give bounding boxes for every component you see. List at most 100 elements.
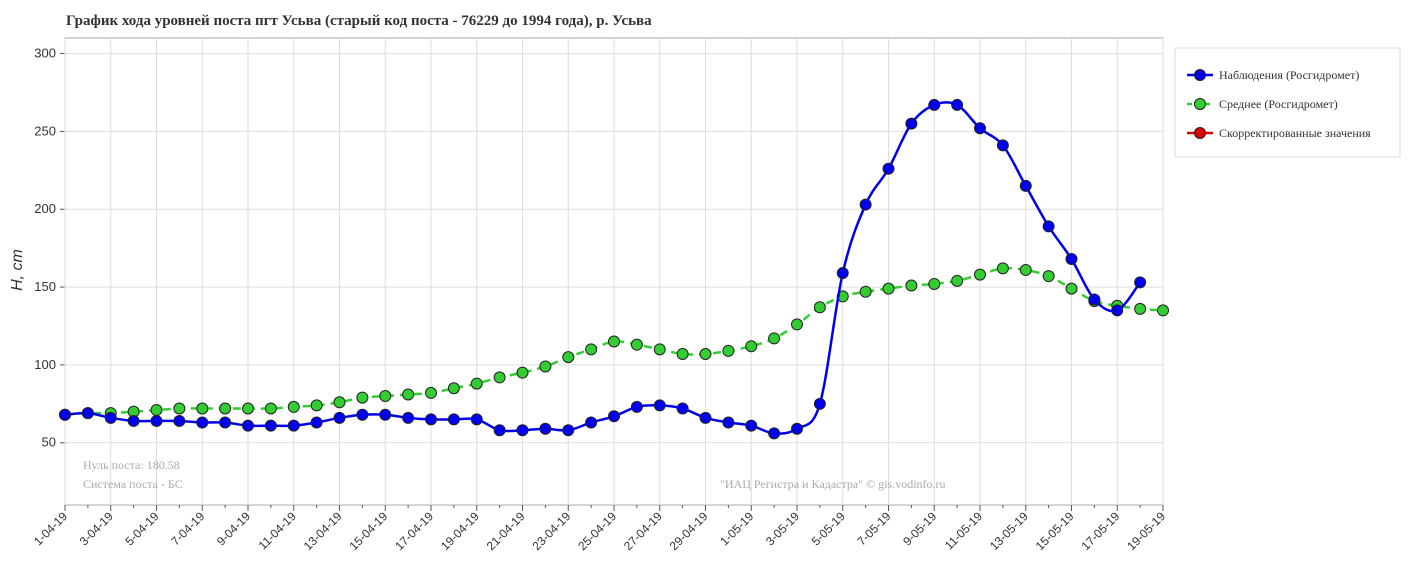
point — [608, 335, 620, 348]
y-tick-label: 250 — [34, 123, 56, 138]
legend-marker — [1194, 98, 1206, 110]
y-tick-label: 200 — [34, 201, 56, 216]
x-tick-label: 17-04-19 — [392, 509, 436, 553]
point — [630, 400, 643, 413]
point — [59, 408, 71, 421]
point — [882, 162, 895, 175]
point — [470, 377, 483, 390]
point — [1042, 270, 1055, 283]
point — [1065, 253, 1078, 266]
point — [1065, 282, 1078, 295]
x-tick-label: 11-04-19 — [256, 509, 299, 552]
legend — [1174, 47, 1401, 158]
x-tick-label: 1-04-19 — [31, 509, 70, 548]
point — [447, 382, 460, 395]
point — [676, 402, 689, 415]
point — [1111, 304, 1124, 317]
point — [104, 411, 117, 424]
series-line — [64, 101, 1142, 435]
point — [402, 411, 415, 424]
x-tick-label: 25-04-19 — [575, 509, 619, 553]
x-tick-label: 9-05-19 — [900, 509, 939, 548]
point — [425, 413, 437, 426]
point — [676, 348, 689, 361]
legend-label: Среднее (Росгидромет) — [1219, 97, 1338, 111]
point — [768, 427, 781, 440]
point — [1042, 220, 1055, 233]
point — [287, 400, 300, 413]
annotation: Нуль поста: 180.58 — [83, 458, 180, 472]
point — [836, 267, 849, 280]
point — [196, 416, 209, 429]
point — [882, 282, 895, 295]
point — [356, 408, 369, 421]
point — [470, 413, 483, 426]
point — [951, 274, 964, 287]
x-tick-label: 15-05-19 — [1033, 509, 1077, 553]
point — [745, 419, 758, 432]
point — [951, 98, 964, 111]
point — [1088, 293, 1101, 306]
x-tick-label: 27-04-19 — [621, 509, 665, 553]
x-tick-label: 13-05-19 — [987, 509, 1031, 553]
point — [859, 285, 872, 298]
y-axis-label: H, cm — [9, 249, 26, 291]
x-tick-label: 5-05-19 — [809, 509, 848, 548]
point — [516, 366, 529, 379]
point — [493, 424, 506, 437]
x-tick-label: 15-04-19 — [346, 509, 390, 553]
x-tick-label: 7-04-19 — [168, 509, 207, 548]
x-tick-label: 3-04-19 — [77, 509, 116, 548]
point — [928, 277, 941, 290]
point — [333, 411, 346, 424]
x-tick-label: 23-04-19 — [529, 509, 573, 553]
point — [539, 360, 552, 373]
point — [630, 338, 643, 351]
point — [653, 343, 666, 356]
point — [562, 351, 575, 364]
x-tick-label: 3-05-19 — [763, 509, 802, 548]
point — [974, 122, 986, 135]
y-tick-label: 100 — [34, 357, 56, 372]
point — [516, 424, 529, 437]
point — [996, 262, 1009, 275]
point — [379, 408, 392, 421]
point — [699, 348, 712, 361]
point — [196, 402, 209, 415]
point — [791, 318, 803, 331]
point — [150, 414, 163, 427]
point — [447, 413, 460, 426]
point — [1157, 304, 1169, 317]
x-tick-label: 9-04-19 — [214, 509, 253, 548]
point — [653, 399, 666, 412]
x-tick-label: 17-05-19 — [1078, 509, 1122, 553]
legend-marker — [1194, 127, 1206, 139]
point — [173, 414, 186, 427]
point — [928, 98, 941, 111]
x-tick-label: 1-05-19 — [717, 509, 756, 548]
point — [127, 414, 140, 427]
watermark: "ИАЦ Регистра и Кадастра" © gis.vodinfo.… — [720, 477, 946, 491]
point — [219, 416, 232, 429]
point — [310, 399, 323, 412]
point — [402, 388, 415, 401]
point — [219, 402, 232, 415]
point — [768, 332, 781, 345]
x-tick-label: 19-04-19 — [438, 509, 482, 553]
point — [1019, 263, 1032, 276]
point — [791, 422, 803, 435]
legend-marker — [1194, 69, 1206, 81]
y-tick-label: 50 — [42, 435, 56, 450]
point — [722, 416, 735, 429]
annotation: Система поста - БС — [83, 477, 183, 491]
point — [310, 416, 323, 429]
point — [562, 424, 575, 437]
y-tick-label: 150 — [34, 279, 56, 294]
legend-label: Наблюдения (Росгидромет) — [1219, 68, 1359, 82]
x-tick-label: 11-05-19 — [942, 509, 985, 552]
point — [356, 391, 369, 404]
point — [699, 411, 712, 424]
point — [722, 344, 735, 357]
x-tick-label: 29-04-19 — [667, 509, 711, 553]
point — [996, 139, 1009, 152]
